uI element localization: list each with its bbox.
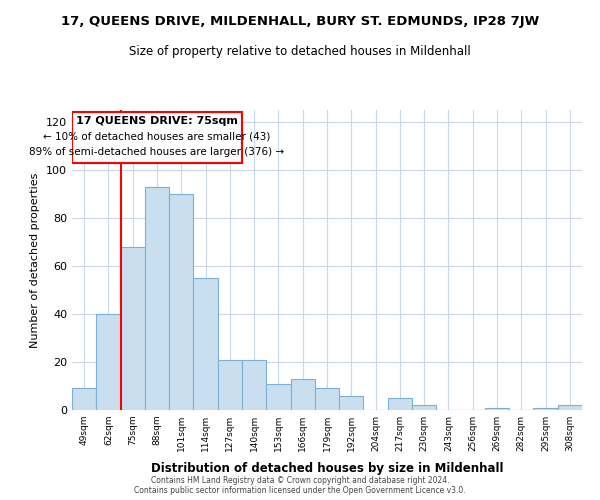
- Bar: [72, 388, 96, 410]
- Text: Size of property relative to detached houses in Mildenhall: Size of property relative to detached ho…: [129, 45, 471, 58]
- Bar: [218, 360, 242, 410]
- Bar: [315, 388, 339, 410]
- Bar: [533, 408, 558, 410]
- Text: ← 10% of detached houses are smaller (43): ← 10% of detached houses are smaller (43…: [43, 132, 271, 141]
- Y-axis label: Number of detached properties: Number of detached properties: [31, 172, 40, 348]
- Text: Contains public sector information licensed under the Open Government Licence v3: Contains public sector information licen…: [134, 486, 466, 495]
- Bar: [485, 408, 509, 410]
- Bar: [121, 247, 145, 410]
- Text: 17, QUEENS DRIVE, MILDENHALL, BURY ST. EDMUNDS, IP28 7JW: 17, QUEENS DRIVE, MILDENHALL, BURY ST. E…: [61, 15, 539, 28]
- Bar: [290, 379, 315, 410]
- Bar: [266, 384, 290, 410]
- Bar: [558, 405, 582, 410]
- Bar: [339, 396, 364, 410]
- Bar: [193, 278, 218, 410]
- X-axis label: Distribution of detached houses by size in Mildenhall: Distribution of detached houses by size …: [151, 462, 503, 475]
- Bar: [388, 398, 412, 410]
- Text: 89% of semi-detached houses are larger (376) →: 89% of semi-detached houses are larger (…: [29, 147, 284, 157]
- Bar: [145, 187, 169, 410]
- Bar: [242, 360, 266, 410]
- Bar: [96, 314, 121, 410]
- Bar: [412, 405, 436, 410]
- Bar: [169, 194, 193, 410]
- Text: 17 QUEENS DRIVE: 75sqm: 17 QUEENS DRIVE: 75sqm: [76, 116, 238, 126]
- FancyBboxPatch shape: [72, 112, 242, 163]
- Text: Contains HM Land Registry data © Crown copyright and database right 2024.: Contains HM Land Registry data © Crown c…: [151, 476, 449, 485]
